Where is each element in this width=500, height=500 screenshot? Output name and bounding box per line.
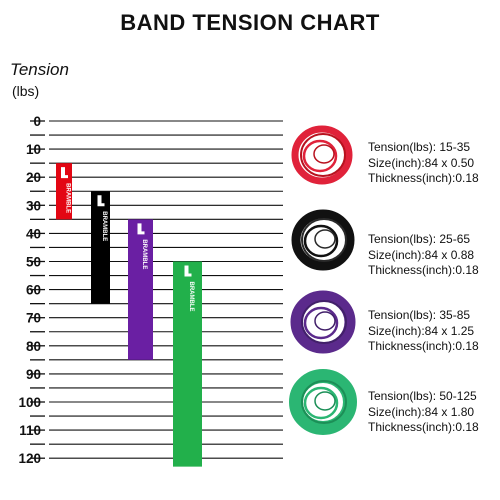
resistance-band-illustration (290, 290, 356, 354)
band-bar (173, 261, 202, 467)
y-tick-label: 0 (33, 114, 41, 129)
spec-thickness: Thickness(inch):0.18 (368, 263, 479, 277)
spec-tension: Tension(lbs): 15-35 (368, 140, 471, 154)
spec-tension: Tension(lbs): 25-65 (368, 232, 471, 246)
chart-title: BAND TENSION CHART (120, 10, 380, 35)
brand-logo (97, 195, 105, 207)
spec-thickness: Thickness(inch):0.18 (368, 171, 479, 185)
y-tick-label: 110 (19, 423, 41, 438)
brand-logo (137, 223, 145, 235)
spec-tension: Tension(lbs): 35-85 (368, 308, 471, 322)
y-tick-label: 40 (26, 226, 41, 241)
y-tick-label: 60 (26, 283, 41, 298)
brand-label: BRAMBLE (188, 282, 194, 312)
y-tick-label: 90 (26, 367, 41, 382)
spec-block-red: Tension(lbs): 15-35 Size(inch):84 x 0.50… (368, 140, 479, 187)
spec-size: Size(inch):84 x 0.50 (368, 155, 475, 170)
y-tick-label: 120 (18, 451, 41, 466)
brand-label: BRAMBLE (65, 183, 71, 213)
y-tick-label: 10 (26, 142, 41, 157)
y-tick-label: 70 (26, 311, 41, 326)
spec-thickness: Thickness(inch):0.18 (368, 420, 479, 434)
brand-label: BRAMBLE (101, 211, 107, 241)
y-tick-label: 20 (26, 170, 41, 185)
y-axis-title: Tension (10, 60, 69, 79)
y-tick-label: 30 (26, 198, 41, 213)
y-tick-label: 100 (18, 395, 41, 410)
brand-logo (61, 167, 68, 179)
spec-size: Size(inch):84 x 1.25 (368, 323, 475, 338)
y-tick-label: 80 (26, 339, 41, 354)
spec-tension: Tension(lbs): 50-125 (368, 389, 477, 403)
spec-block-black: Tension(lbs): 25-65 Size(inch):84 x 0.88… (368, 232, 479, 279)
y-axis-unit: (lbs) (12, 83, 40, 99)
spec-block-purple: Tension(lbs): 35-85 Size(inch):84 x 1.25… (368, 308, 479, 355)
brand-logo (184, 265, 192, 277)
spec-size: Size(inch):84 x 0.88 (368, 247, 475, 262)
band-bar (91, 191, 110, 304)
brand-label: BRAMBLE (141, 239, 147, 269)
band-bar (128, 219, 153, 360)
spec-block-green: Tension(lbs): 50-125 Size(inch):84 x 1.8… (368, 389, 479, 436)
resistance-band-illustration (289, 369, 357, 435)
y-tick-label: 50 (26, 255, 41, 270)
spec-thickness: Thickness(inch):0.18 (368, 339, 479, 353)
spec-size: Size(inch):84 x 1.80 (368, 404, 475, 419)
resistance-band-illustration (291, 209, 355, 271)
resistance-band-illustration (291, 125, 353, 185)
